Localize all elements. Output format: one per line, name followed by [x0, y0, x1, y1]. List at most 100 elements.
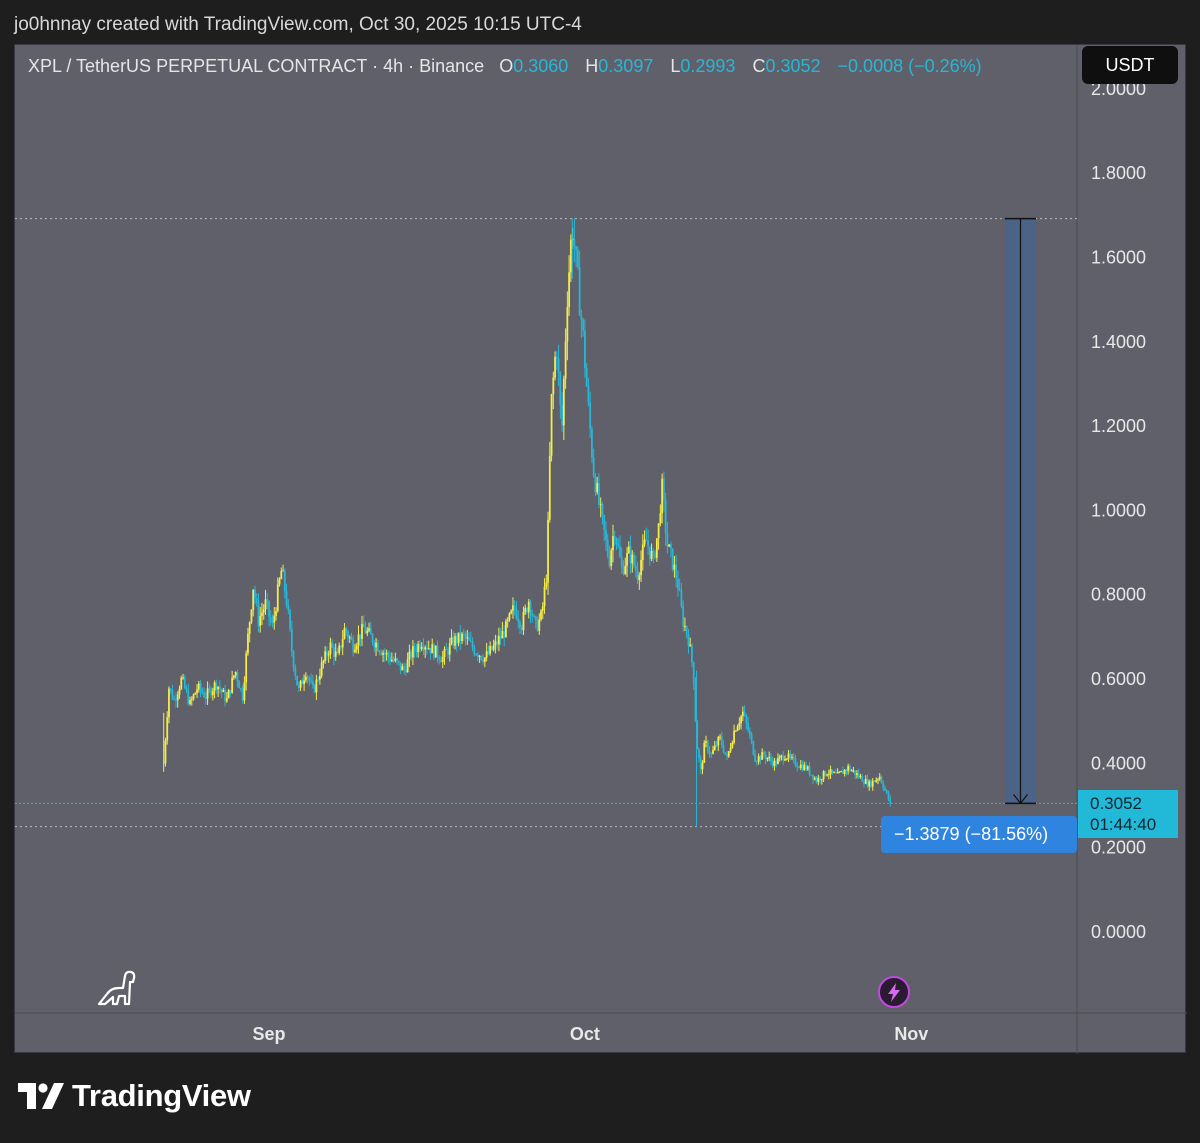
candle-body: [806, 766, 809, 770]
candle-body: [782, 755, 785, 761]
candle-body: [629, 546, 632, 564]
candle-body: [682, 606, 685, 627]
candle-body: [664, 500, 667, 534]
candle-body: [327, 654, 330, 656]
candle-body: [834, 772, 837, 774]
candle-body: [445, 649, 448, 651]
candle-body: [171, 689, 174, 699]
candle-body: [371, 634, 374, 643]
candle-body: [715, 745, 718, 747]
candle-body: [561, 404, 563, 426]
candle-body: [689, 644, 692, 647]
candle-body: [469, 640, 472, 642]
candle-body: [568, 272, 571, 308]
dinosaur-icon[interactable]: [97, 970, 136, 1006]
candle-body: [310, 680, 313, 682]
symbol-header: XPL / TetherUS PERPETUAL CONTRACT · 4h ·…: [28, 56, 994, 77]
candle-body: [304, 676, 307, 681]
candle-body: [499, 636, 502, 639]
candle-body: [536, 620, 539, 631]
candle-body: [392, 659, 395, 661]
candle-body: [283, 570, 286, 592]
candle-body: [652, 550, 655, 553]
candle-body: [264, 599, 267, 610]
candle-body: [661, 478, 664, 514]
candle-body: [534, 616, 537, 621]
candle-body: [261, 612, 263, 617]
candle-body: [280, 571, 283, 580]
candle-body: [429, 648, 432, 654]
candle-body: [633, 554, 635, 566]
candle-body: [731, 742, 734, 749]
measure-label: −1.3879 (−81.56%): [881, 816, 1077, 853]
candle-body: [494, 641, 497, 646]
candle-body: [269, 616, 272, 622]
candle-body: [640, 559, 642, 576]
candle-body: [373, 642, 376, 648]
candle-body: [655, 538, 658, 558]
candle-body: [455, 636, 458, 644]
candle-body: [727, 751, 730, 757]
candle-body: [599, 503, 602, 505]
candle-body: [357, 634, 360, 646]
change-value: −0.0008 (−0.26%): [837, 56, 982, 76]
candle-body: [394, 658, 397, 661]
candle-body: [852, 770, 855, 772]
candle-body: [457, 632, 460, 644]
candle-body: [480, 655, 483, 660]
candle-body: [347, 631, 349, 638]
candle-body: [240, 688, 242, 690]
candle-body: [343, 628, 346, 640]
currency-button[interactable]: USDT: [1082, 46, 1178, 84]
candle-body: [673, 564, 676, 570]
footer-logo[interactable]: TradingView: [18, 1078, 251, 1114]
price-chart[interactable]: 2.00001.80001.60001.40001.20001.00000.80…: [15, 45, 1187, 1054]
candle-body: [691, 644, 693, 663]
candle-body: [734, 730, 737, 732]
candle-body: [540, 610, 542, 620]
candle-body: [318, 676, 321, 680]
candle-body: [648, 546, 651, 559]
candle-body: [218, 686, 221, 690]
candle-body: [355, 645, 358, 650]
chart-panel[interactable]: 2.0000 1.8000 1.6000 1.4000 1.2000 1.0000 0.80…: [14, 44, 1187, 1054]
lightning-bolt-icon[interactable]: [878, 976, 910, 1008]
candle-body: [462, 633, 465, 635]
candle-body: [443, 649, 446, 658]
candle-body: [754, 754, 757, 762]
candle-body: [748, 730, 751, 735]
candle-body: [866, 778, 869, 787]
candle-body: [427, 648, 430, 650]
candle-body: [817, 777, 820, 783]
candle-body: [638, 575, 641, 580]
candle-body: [326, 651, 328, 656]
candle-body: [794, 758, 797, 766]
candle-body: [878, 776, 881, 780]
candle-body: [701, 762, 704, 770]
y-tick-label: 0.2000: [1091, 838, 1146, 858]
candle-body: [531, 613, 534, 616]
candle-body: [692, 662, 695, 684]
candle-body: [636, 570, 639, 580]
candle-body: [324, 651, 327, 661]
tradingview-logo-icon: [18, 1083, 64, 1109]
candle-body: [431, 644, 434, 654]
candle-body: [238, 681, 241, 689]
candle-body: [215, 682, 218, 690]
candle-body: [206, 688, 209, 699]
candle-body: [792, 756, 795, 759]
candle-body: [334, 651, 337, 657]
candle-body: [684, 626, 686, 628]
y-tick-label: 1.6000: [1091, 247, 1146, 267]
candle-body: [248, 622, 251, 634]
candle-body: [297, 685, 300, 688]
candle-body: [882, 782, 885, 789]
candle-body: [415, 650, 418, 653]
candle-body: [313, 685, 316, 693]
candle-body: [401, 666, 404, 671]
candle-body: [175, 699, 177, 701]
candle-body: [166, 717, 169, 741]
candle-body: [541, 606, 544, 611]
candle-body: [627, 546, 630, 554]
candle-body: [224, 689, 227, 702]
